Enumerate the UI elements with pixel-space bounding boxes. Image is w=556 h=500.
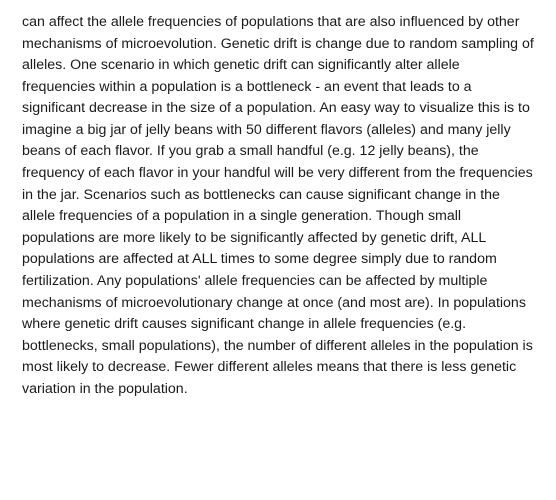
body-paragraph: can affect the allele frequencies of pop… [22, 12, 534, 400]
document-container: can affect the allele frequencies of pop… [0, 0, 556, 412]
